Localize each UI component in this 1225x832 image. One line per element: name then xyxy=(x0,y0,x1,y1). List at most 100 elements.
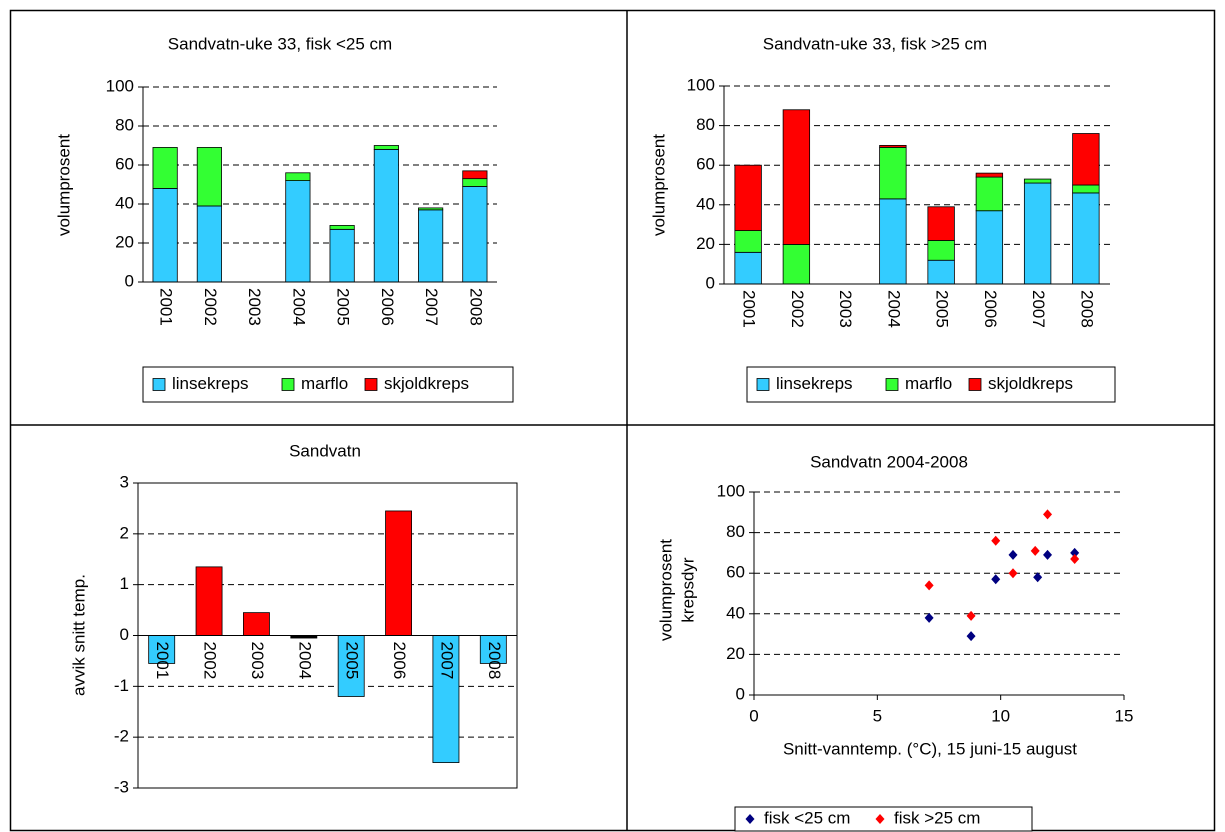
x-tick-label: 2007 xyxy=(437,642,456,680)
bar-segment xyxy=(373,145,399,150)
bar-segment xyxy=(329,225,355,230)
legend-label: fisk <25 cm xyxy=(764,808,850,827)
y-tick-label: 100 xyxy=(687,75,715,94)
bar-segment xyxy=(879,146,907,200)
y-axis-label: volumprosent xyxy=(649,134,668,236)
legend xyxy=(746,366,1116,403)
bar-segment xyxy=(462,170,488,180)
bar xyxy=(479,635,507,664)
y-axis-label: krepsdyr xyxy=(678,557,697,623)
bar-segment xyxy=(329,228,355,283)
y-tick-label: 100 xyxy=(106,76,134,95)
x-tick-label: 2005 xyxy=(343,642,362,680)
legend-label: marflo xyxy=(905,374,952,393)
point xyxy=(1030,545,1040,556)
legend-swatch xyxy=(968,378,982,391)
bar xyxy=(243,612,270,636)
y-tick-label: 20 xyxy=(115,232,134,251)
x-tick-label: 2003 xyxy=(248,642,267,680)
legend-marker xyxy=(745,814,755,824)
y-axis-label: avvik snitt temp. xyxy=(69,574,88,696)
bar-segment xyxy=(1023,182,1052,285)
bar-segment xyxy=(418,207,444,211)
bar-segment xyxy=(782,243,811,285)
bar xyxy=(385,510,412,636)
y-tick-label: 0 xyxy=(736,684,745,703)
bar-segment xyxy=(418,209,444,283)
bar-segment xyxy=(975,210,1004,285)
y-tick-label: 40 xyxy=(726,603,745,622)
legend-swatch xyxy=(756,378,770,391)
legend-label: fisk >25 cm xyxy=(894,808,980,827)
legend-label: linsekreps xyxy=(776,374,853,393)
point xyxy=(991,574,1001,585)
y-tick-label: 1 xyxy=(120,574,129,593)
x-tick-label: 2008 xyxy=(466,288,485,326)
chart-title: Sandvatn-uke 33, fisk <25 cm xyxy=(168,34,392,53)
x-tick-label: 2004 xyxy=(295,642,314,680)
y-tick-label: 60 xyxy=(115,154,134,173)
y-tick-label: 80 xyxy=(726,522,745,541)
chart-title: Sandvatn-uke 33, fisk >25 cm xyxy=(763,34,987,53)
x-tick-label: 2002 xyxy=(788,290,807,328)
bar-segment xyxy=(879,144,907,148)
y-tick-label: 0 xyxy=(120,625,129,644)
bar-segment xyxy=(152,187,178,283)
x-tick-label: 2004 xyxy=(884,290,903,328)
bar-segment xyxy=(196,147,222,207)
x-tick-label: 2004 xyxy=(289,288,308,326)
point xyxy=(966,610,976,621)
bar-segment xyxy=(1023,178,1052,184)
y-tick-label: 3 xyxy=(120,472,129,491)
legend xyxy=(142,366,514,403)
legend-swatch xyxy=(885,378,899,391)
x-tick-label: 15 xyxy=(1115,706,1134,725)
bar xyxy=(148,635,176,664)
y-tick-label: 80 xyxy=(115,115,134,134)
bar-segment xyxy=(734,251,762,285)
y-tick-label: 40 xyxy=(696,194,715,213)
x-tick-label: 2005 xyxy=(334,288,353,326)
bar-segment xyxy=(373,148,399,283)
y-tick-label: -2 xyxy=(114,727,129,746)
y-tick-label: 60 xyxy=(726,563,745,582)
bar-segment xyxy=(975,172,1004,178)
x-tick-label: 2003 xyxy=(836,290,855,328)
x-tick-label: 2006 xyxy=(378,288,397,326)
bar-segment xyxy=(285,172,311,182)
x-tick-label: 2005 xyxy=(933,290,952,328)
legend-label: marflo xyxy=(301,374,348,393)
legend-swatch xyxy=(364,378,378,391)
bar-segment xyxy=(782,109,811,245)
point xyxy=(1070,547,1080,558)
chart-title: Sandvatn xyxy=(289,441,361,460)
x-tick-label: 2002 xyxy=(201,288,220,326)
x-tick-label: 2008 xyxy=(1077,290,1096,328)
x-tick-label: 2006 xyxy=(981,290,1000,328)
point xyxy=(966,631,976,642)
bar-segment xyxy=(879,198,907,285)
point xyxy=(991,535,1001,546)
bar-segment xyxy=(462,186,488,283)
x-tick-label: 0 xyxy=(749,706,758,725)
x-axis-label: Snitt-vanntemp. (°C), 15 juni-15 august xyxy=(783,739,1077,758)
point xyxy=(1008,568,1018,579)
frame xyxy=(9,9,1216,832)
y-tick-label: 0 xyxy=(706,273,715,292)
legend-label: linsekreps xyxy=(172,374,249,393)
bar-segment xyxy=(975,176,1004,212)
point xyxy=(1043,509,1053,520)
bar xyxy=(337,635,365,697)
x-tick-label: 2006 xyxy=(390,642,409,680)
point xyxy=(1043,549,1053,560)
x-tick-label: 5 xyxy=(873,706,882,725)
bar-segment xyxy=(927,259,955,285)
legend-marker xyxy=(875,814,885,824)
chart-title: Sandvatn 2004-2008 xyxy=(810,452,968,471)
legend-swatch xyxy=(152,378,166,391)
bar-segment xyxy=(927,240,955,261)
bar-segment xyxy=(462,178,488,187)
y-tick-label: 100 xyxy=(717,481,745,500)
x-tick-label: 2008 xyxy=(485,642,504,680)
